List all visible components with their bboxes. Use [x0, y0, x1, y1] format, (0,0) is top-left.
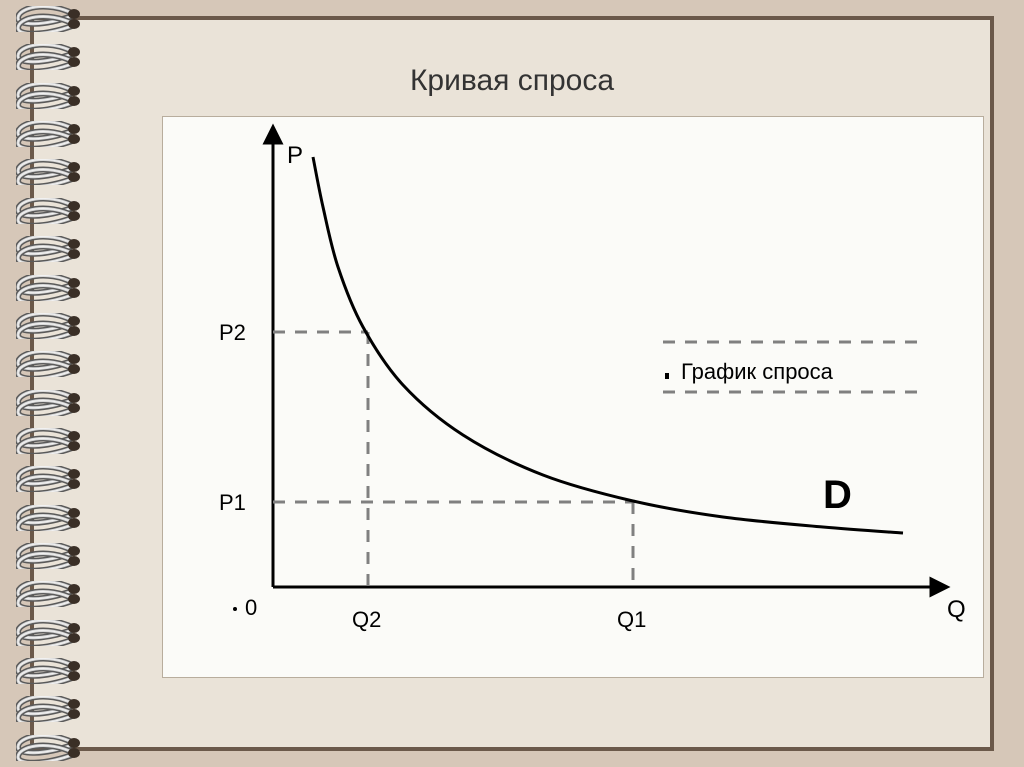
tick-p2: P2 [219, 320, 246, 345]
binding-ring [16, 83, 92, 109]
binding-ring [16, 313, 92, 339]
legend-label: График спроса [681, 359, 834, 384]
binding-ring [16, 198, 92, 224]
y-axis-label: P [287, 142, 303, 169]
binding-ring [16, 236, 92, 262]
slide-frame: Кривая спроса P Q 0 P2 P1 Q2 Q1 D График спроса [30, 16, 994, 751]
tick-q2: Q2 [352, 607, 381, 632]
binding-ring [16, 159, 92, 185]
binding-ring [16, 275, 92, 301]
legend-mark [665, 373, 669, 379]
binding-ring [16, 581, 92, 607]
binding-ring [16, 6, 92, 32]
binding-ring [16, 658, 92, 684]
binding-ring [16, 543, 92, 569]
binding-ring [16, 505, 92, 531]
demand-curve [313, 157, 903, 533]
binding-ring [16, 44, 92, 70]
tick-q1: Q1 [617, 607, 646, 632]
binding-ring [16, 351, 92, 377]
tick-p1: P1 [219, 490, 246, 515]
curve-label: D [823, 473, 852, 517]
binding-ring [16, 121, 92, 147]
origin-label: 0 [245, 595, 257, 620]
binding-ring [16, 466, 92, 492]
binding-ring [16, 696, 92, 722]
binding-ring [16, 428, 92, 454]
binding-ring [16, 735, 92, 761]
spiral-binding [16, 6, 106, 761]
x-axis-label: Q [947, 596, 966, 623]
binding-ring [16, 620, 92, 646]
demand-chart: P Q 0 P2 P1 Q2 Q1 D График спроса [162, 116, 984, 678]
slide-page: Кривая спроса P Q 0 P2 P1 Q2 Q1 D График спроса [0, 0, 1024, 767]
binding-ring [16, 390, 92, 416]
origin-dot [233, 607, 237, 611]
slide-title: Кривая спроса [34, 64, 990, 98]
chart-svg: P Q 0 P2 P1 Q2 Q1 D График спроса [163, 117, 983, 677]
